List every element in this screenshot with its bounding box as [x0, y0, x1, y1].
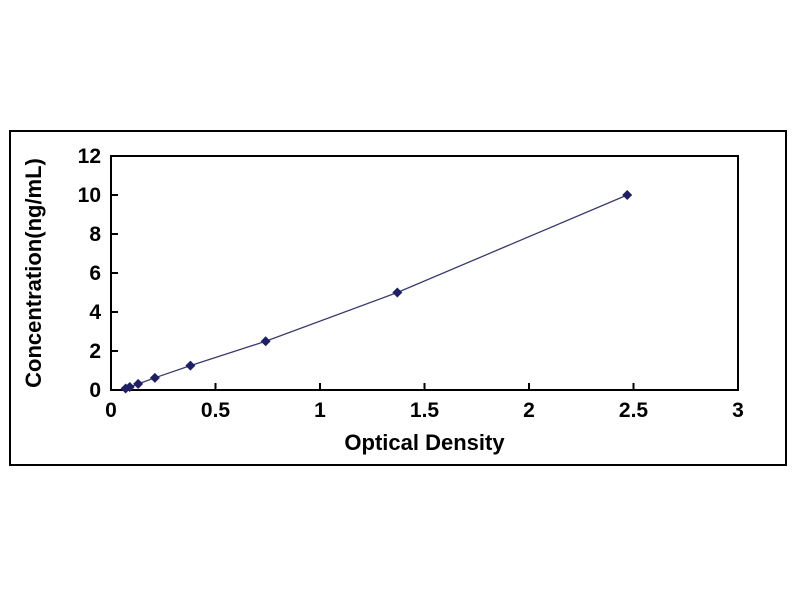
data-point-marker: [149, 372, 160, 383]
standard-curve-line: [125, 194, 628, 390]
data-point-marker: [622, 190, 633, 200]
data-point-marker: [124, 381, 135, 392]
data-point-marker: [392, 287, 403, 298]
x-axis-title: Optical Density: [344, 430, 505, 455]
y-axis-title: Concentration(ng/mL): [21, 158, 46, 388]
y-tick-label: 0: [89, 379, 101, 402]
y-tick-label: 4: [89, 301, 101, 324]
y-tick-label: 2: [89, 340, 101, 363]
data-point-marker: [133, 378, 144, 389]
y-tick-label: 8: [89, 223, 101, 246]
x-tick-label: 3: [732, 399, 744, 422]
y-tick-label: 12: [78, 145, 101, 168]
elisa-standard-curve-chart: 0 0.5 1 1.5 2 2.5 3 0 2 4 6 8 10 12 Optical Density Con…: [21, 145, 744, 455]
x-tick-label: 0: [105, 399, 117, 422]
y-tick-label: 6: [89, 262, 101, 285]
plot-area-border: [110, 155, 739, 391]
x-tick-label: 1: [314, 399, 326, 422]
x-tick-label: 2.5: [619, 399, 649, 422]
x-tick-label: 0.5: [201, 399, 231, 422]
data-point-marker: [260, 336, 271, 347]
x-tick-label: 2: [523, 399, 535, 422]
y-tick-label: 10: [78, 184, 101, 207]
x-tick-label: 1.5: [410, 399, 440, 422]
data-point-marker: [185, 360, 196, 371]
chart-frame: 0 0.5 1 1.5 2 2.5 3 0 2 4 6 8 10 12 Optical Density Con…: [9, 130, 787, 466]
data-point-marker: [120, 383, 131, 394]
